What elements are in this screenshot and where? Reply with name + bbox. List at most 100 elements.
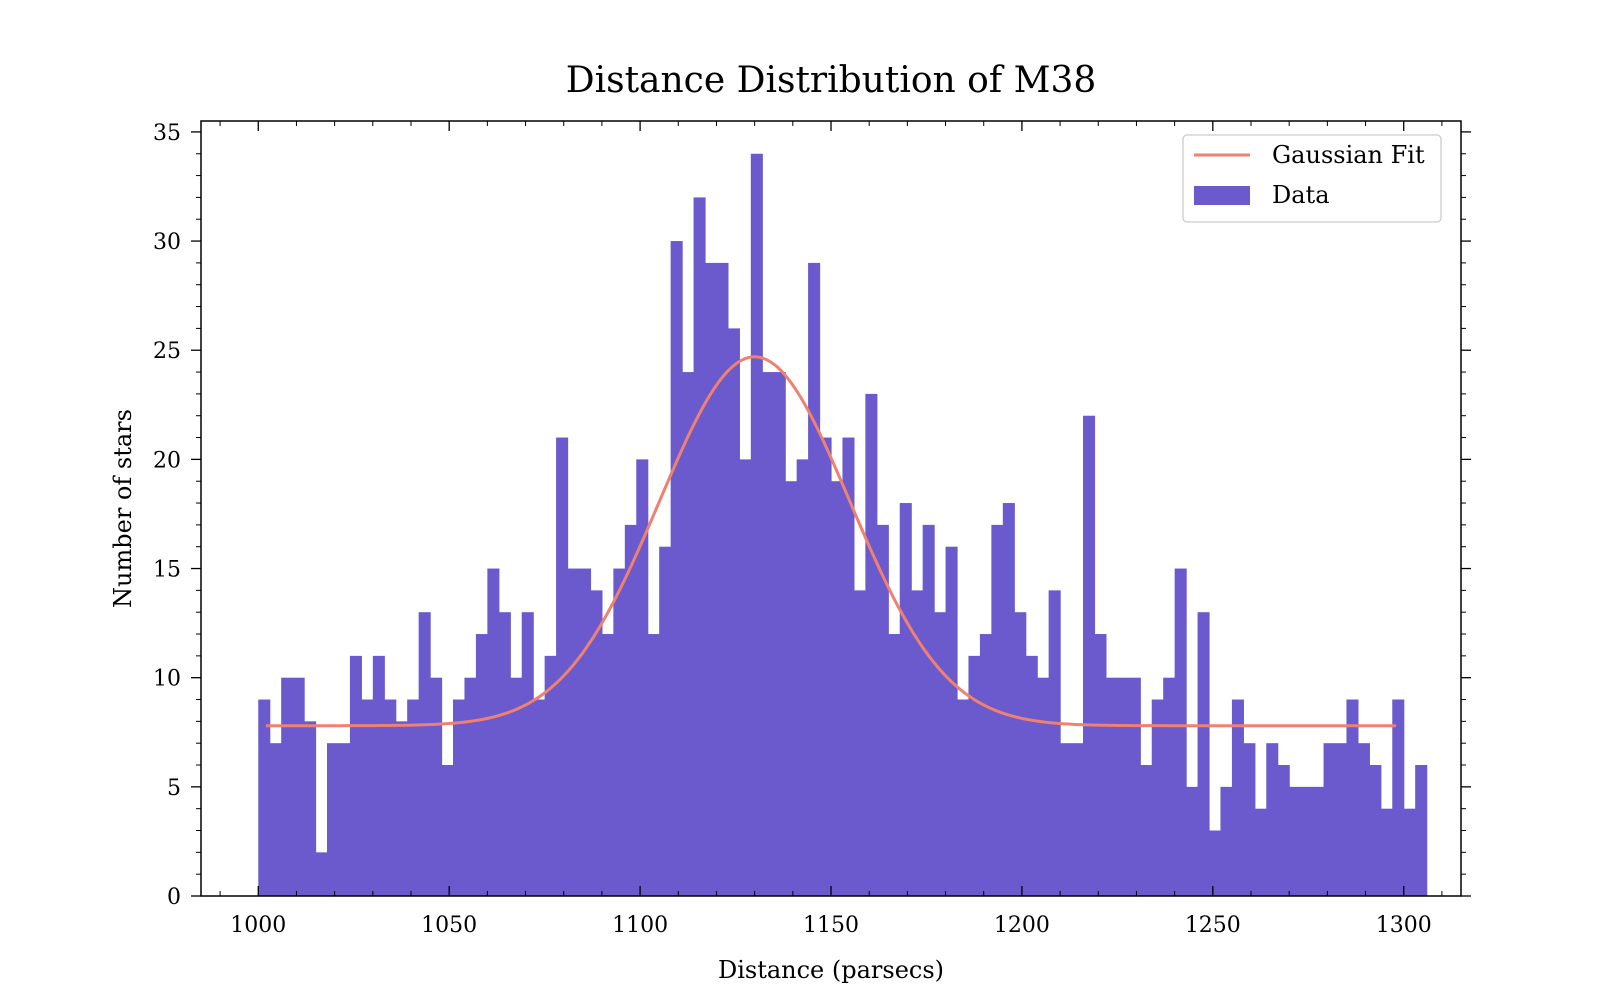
histogram-bar (1105, 677, 1118, 896)
histogram-bar (899, 503, 912, 896)
histogram-bar (349, 655, 362, 896)
histogram-bar (327, 743, 340, 896)
histogram-bar (785, 481, 798, 896)
histogram-bar (853, 590, 866, 896)
histogram-bar (979, 634, 992, 896)
histogram-bar (544, 655, 557, 896)
histogram-bar (716, 262, 729, 896)
histogram-bar (1323, 743, 1336, 896)
histogram-bar (1117, 677, 1130, 896)
y-tick-label: 30 (153, 230, 181, 255)
histogram-bar (1083, 415, 1096, 896)
histogram-bar (968, 655, 981, 896)
histogram-bar (819, 437, 832, 896)
histogram-bar (453, 699, 466, 896)
x-tick-label: 1050 (421, 913, 477, 938)
histogram-bar (475, 634, 488, 896)
histogram-bar (1014, 612, 1027, 896)
histogram-bar (1209, 830, 1222, 896)
histogram-bar (510, 677, 523, 896)
histogram-bar (1048, 590, 1061, 896)
histogram-bars (258, 153, 1428, 896)
histogram-bar (670, 241, 683, 896)
histogram-bar (1140, 765, 1153, 896)
histogram-bar (682, 372, 695, 896)
histogram-bar (521, 612, 534, 896)
histogram-bar (831, 481, 844, 896)
histogram-bar (258, 699, 271, 896)
y-tick-label: 35 (153, 121, 181, 146)
histogram-bar (384, 699, 397, 896)
y-axis-label: Number of stars (109, 409, 137, 608)
histogram-bar (1060, 743, 1073, 896)
histogram-bar (464, 677, 477, 896)
histogram-bar (579, 568, 592, 896)
histogram-bar (1380, 808, 1393, 896)
histogram-bar (1289, 786, 1302, 896)
x-axis-label: Distance (parsecs) (718, 956, 944, 984)
y-tick-label: 15 (153, 558, 181, 583)
y-tick-label: 5 (167, 776, 181, 801)
histogram-bar (945, 546, 958, 896)
histogram-bar (395, 721, 408, 896)
x-tick-label: 1000 (230, 913, 286, 938)
histogram-bar (957, 699, 970, 896)
histogram-bar (1174, 568, 1187, 896)
histogram-bar (1197, 612, 1210, 896)
histogram-bar (1025, 655, 1038, 896)
histogram-bar (659, 546, 672, 896)
histogram-bar (1231, 699, 1244, 896)
histogram-bar (922, 524, 935, 896)
histogram-bar (613, 568, 626, 896)
histogram-bar (808, 262, 821, 896)
histogram-bar (1163, 677, 1176, 896)
histogram-bar (934, 612, 947, 896)
histogram-bar (487, 568, 500, 896)
histogram-bar (1335, 743, 1348, 896)
histogram-bar (1312, 786, 1325, 896)
histogram-bar (418, 612, 431, 896)
histogram-bar (693, 197, 706, 896)
histogram-bar (556, 437, 569, 896)
legend-label-gaussian-fit: Gaussian Fit (1272, 141, 1425, 169)
histogram-bar (1415, 765, 1428, 896)
histogram-bar (705, 262, 718, 896)
histogram-bar (750, 153, 763, 896)
histogram-bar (796, 459, 809, 896)
histogram-bar (865, 393, 878, 896)
histogram-bar (281, 677, 294, 896)
y-tick-label: 20 (153, 448, 181, 473)
histogram-bar (590, 590, 603, 896)
histogram-bar (269, 743, 282, 896)
histogram-bar (1186, 786, 1199, 896)
histogram-bar (624, 524, 637, 896)
histogram-bar (1403, 808, 1416, 896)
histogram-bar (727, 328, 740, 896)
histogram-bar (1151, 699, 1164, 896)
x-tick-label: 1200 (994, 913, 1050, 938)
histogram-bar (1357, 743, 1370, 896)
x-tick-label: 1100 (612, 913, 668, 938)
y-tick-label: 0 (167, 885, 181, 910)
histogram-bar (739, 459, 752, 896)
histogram-bar (876, 524, 889, 896)
histogram-bar (1002, 503, 1015, 896)
y-tick-label: 25 (153, 339, 181, 364)
histogram-bar (1369, 765, 1382, 896)
histogram-bar (1266, 743, 1279, 896)
histogram-bar (407, 699, 420, 896)
histogram-bar (1220, 786, 1233, 896)
gaussian-fit-line (265, 355, 1397, 728)
histogram-bar (911, 590, 924, 896)
histogram-bar (361, 699, 374, 896)
histogram-bar (315, 852, 328, 896)
histogram-bar (292, 677, 305, 896)
axis-ticks: 1000 1050 1100 1150 1200 1250 1300 0 5 10 15 20 25 30… (153, 121, 1471, 938)
histogram-bar (1300, 786, 1313, 896)
histogram-bar (773, 372, 786, 896)
histogram-bar (1243, 743, 1256, 896)
histogram-bar (601, 634, 614, 896)
histogram-bar (304, 721, 317, 896)
